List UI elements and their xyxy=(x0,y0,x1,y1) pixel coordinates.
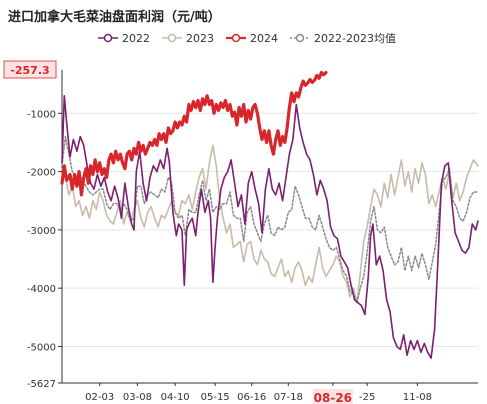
x-tick-label: 03-08 xyxy=(123,392,152,403)
x-tick-label: 05-15 xyxy=(201,392,230,403)
x-tick-label: 07-18 xyxy=(274,392,303,403)
chart-title: 进口加拿大毛菜油盘面利润（元/吨） xyxy=(8,10,221,25)
x-tick-label: 04-10 xyxy=(161,392,190,403)
series-line-2022 xyxy=(61,95,479,359)
y-max-highlight-box xyxy=(3,60,57,79)
x-tick-label: 08-26 xyxy=(314,391,352,404)
x-tick-label: 06-16 xyxy=(237,392,266,403)
legend-marker xyxy=(295,33,305,43)
y-tick-label: -5000 xyxy=(27,342,56,353)
legend-marker xyxy=(103,33,113,43)
x-tick-label: 11-08 xyxy=(403,392,432,403)
y-tick-label: -4000 xyxy=(27,284,56,295)
series-line-2024 xyxy=(60,70,328,197)
y-tick-label: -257.3 xyxy=(10,64,49,77)
x-tick-label: -25 xyxy=(359,392,375,403)
y-tick-label: -1000 xyxy=(27,109,56,120)
legend-marker xyxy=(231,33,241,43)
x-highlight-box xyxy=(312,389,353,404)
y-tick-label: -5627 xyxy=(27,379,56,390)
legend-label: 2022 xyxy=(122,32,150,45)
x-tick-label: 02-03 xyxy=(85,392,114,403)
y-tick-label: -3000 xyxy=(27,226,56,237)
legend-label: 2023 xyxy=(186,32,214,45)
legend-label: 2024 xyxy=(250,32,278,45)
legend-marker xyxy=(167,33,177,43)
legend-label: 2022-2023均值 xyxy=(314,32,396,45)
y-tick-label: -2000 xyxy=(27,168,56,179)
